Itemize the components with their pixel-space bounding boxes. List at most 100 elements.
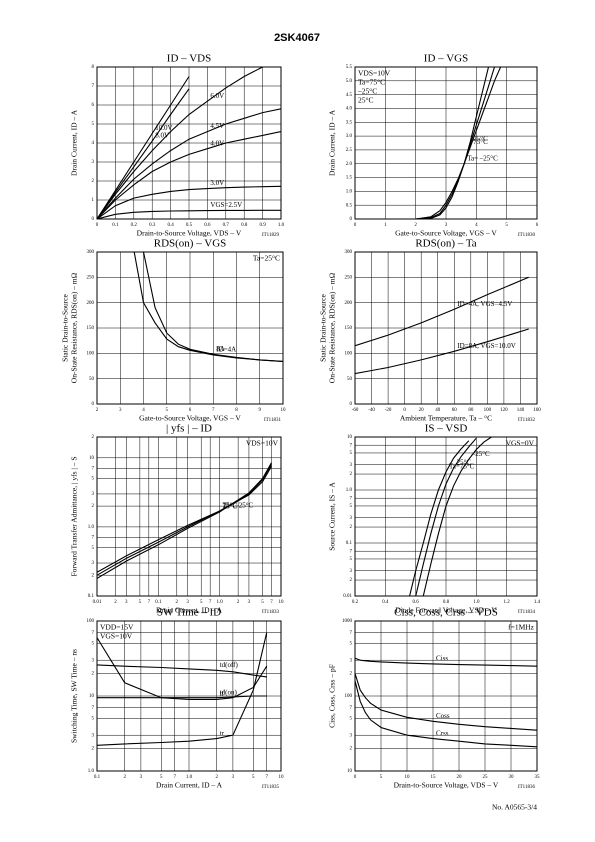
figure-code: IT11835 (262, 785, 280, 790)
x-tick-label: 0.9 (259, 223, 266, 228)
plot-frame (354, 436, 538, 597)
figure-code: IT11834 (518, 610, 536, 615)
y-tick-label: 2 (92, 179, 95, 184)
y-tick-label: 7 (92, 536, 95, 541)
x-tick-label: 40 (435, 408, 441, 413)
y-axis-label: On-State Resistance, RDS(on) – mΩ (70, 272, 79, 383)
x-tick-label: 6 (536, 223, 539, 228)
curve-label: 3.0V (210, 179, 224, 187)
curve-label: tr (220, 729, 225, 737)
y-tick-label: 8 (92, 65, 95, 70)
x-tick-label: 60 (452, 408, 458, 413)
curve-label: 8.0V (155, 132, 169, 140)
y-tick-label: 300 (87, 250, 95, 255)
chart: ID – VGS 0 1 2 3 4 5 6 0 0.5 1.0 1.5 2.0 2.5 3.0 3.5 4.0… (328, 53, 539, 239)
y-axis-label: Source Current, IS – A (328, 482, 337, 551)
y-tick-label: 250 (87, 275, 95, 280)
y-axis-label: Switching Time, SW Time – ns (70, 649, 79, 743)
x-tick-label: 0.4 (167, 223, 174, 228)
curve (422, 437, 492, 596)
curve (97, 462, 272, 579)
y-tick-label: 10 (89, 456, 95, 461)
y-tick-label: 5 (92, 122, 95, 127)
y-tick-label: 5 (92, 717, 95, 722)
plot-frame (96, 251, 284, 405)
y-tick-label: 1.5 (346, 176, 353, 181)
x-tick-label: 6 (189, 408, 192, 413)
y-tick-label: 4 (92, 141, 95, 146)
x-tick-label: 10 (279, 600, 285, 605)
y-tick-label: 3 (350, 658, 353, 663)
y-tick-label: 5.5 (346, 65, 353, 70)
x-tick-label: 0.1 (155, 600, 162, 605)
x-tick-label: 3 (186, 600, 189, 605)
y-tick-label: 0 (92, 402, 95, 407)
x-tick-label: 10 (281, 408, 287, 413)
y-tick-label: 2 (350, 472, 353, 477)
figure-code: IT11829 (262, 233, 280, 238)
x-tick-label: 0 (354, 775, 357, 780)
y-tick-label: 150 (345, 326, 353, 331)
y-tick-label: 6 (92, 103, 95, 108)
y-tick-label: 7 (92, 84, 95, 89)
y-tick-label: 7 (350, 549, 353, 554)
y-tick-label: 2 (350, 747, 353, 752)
curve-label: Ta= –25°C (223, 502, 254, 510)
x-tick-label: 9 (259, 408, 262, 413)
x-axis-label: Drain Current, ID – A (156, 606, 223, 615)
y-tick-label: 7 (92, 631, 95, 636)
curve (97, 464, 272, 576)
chart: IS – VSD 0.2 0.4 0.6 0.8 1.0 1.2 1.4 0.01 2 3 5 7 0.1… (328, 423, 541, 616)
annotation: 25°C (358, 96, 374, 105)
y-tick-label: 300 (345, 250, 353, 255)
y-tick-label: 50 (89, 377, 95, 382)
y-tick-label: 0.01 (343, 594, 352, 599)
x-tick-label: 1.0 (473, 600, 480, 605)
x-tick-label: 0.2 (131, 223, 138, 228)
x-tick-label: 80 (468, 408, 474, 413)
chart-title: IS – VSD (425, 423, 468, 435)
y-tick-label: 0.1 (346, 541, 353, 546)
y-tick-label: 7 (350, 706, 353, 711)
y-tick-label: 3 (350, 463, 353, 468)
plot-frame (354, 66, 538, 220)
x-tick-label: 7 (212, 408, 215, 413)
y-tick-label: 250 (345, 275, 353, 280)
x-tick-label: 20 (419, 408, 425, 413)
y-tick-label: 2 (92, 747, 95, 752)
curve (97, 76, 190, 219)
x-tick-label: 0.6 (204, 223, 211, 228)
annotation: VDS=10V (246, 439, 279, 448)
chart-title: ID – VGS (424, 53, 468, 65)
x-tick-label: 1.0 (278, 223, 285, 228)
x-tick-label: 140 (517, 408, 525, 413)
y-tick-label: 5.0 (346, 79, 353, 84)
y-tick-label: 3 (350, 733, 353, 738)
curve-label: Ciss (436, 654, 448, 662)
y-tick-label: 5 (350, 557, 353, 562)
x-tick-label: 1.4 (534, 600, 541, 605)
annotation: VGS=10V (100, 632, 133, 641)
annotation: f=1MHz (508, 623, 535, 632)
y-tick-label: 5 (92, 477, 95, 482)
y-tick-label: 7 (92, 706, 95, 711)
curve-label: 10.0V (155, 124, 172, 132)
curve (409, 440, 470, 596)
x-axis-label: Diode Forward Voltage, VSD – V (395, 606, 497, 615)
chart-title: RDS(on) – VGS (154, 238, 227, 250)
curve (97, 108, 281, 219)
x-tick-label: 0.8 (241, 223, 248, 228)
chart: | yfs | – ID 0.01 2 3 5 7 0.1 2 3 5 7 1.0 2 3 5 7 10 0.1 2… (70, 423, 284, 616)
y-tick-label: 1.0 (88, 769, 95, 774)
y-tick-label: 0.1 (88, 594, 95, 599)
x-tick-label: 3 (125, 600, 128, 605)
y-tick-label: 50 (347, 377, 353, 382)
y-tick-label: 2 (92, 573, 95, 578)
x-tick-label: 2 (215, 775, 218, 780)
y-tick-label: 3 (92, 733, 95, 738)
y-tick-label: 0 (350, 402, 353, 407)
x-tick-label: 0.1 (94, 775, 101, 780)
y-tick-label: 100 (87, 619, 95, 624)
annotation: –25°C (357, 87, 377, 96)
y-tick-label: 200 (345, 301, 353, 306)
